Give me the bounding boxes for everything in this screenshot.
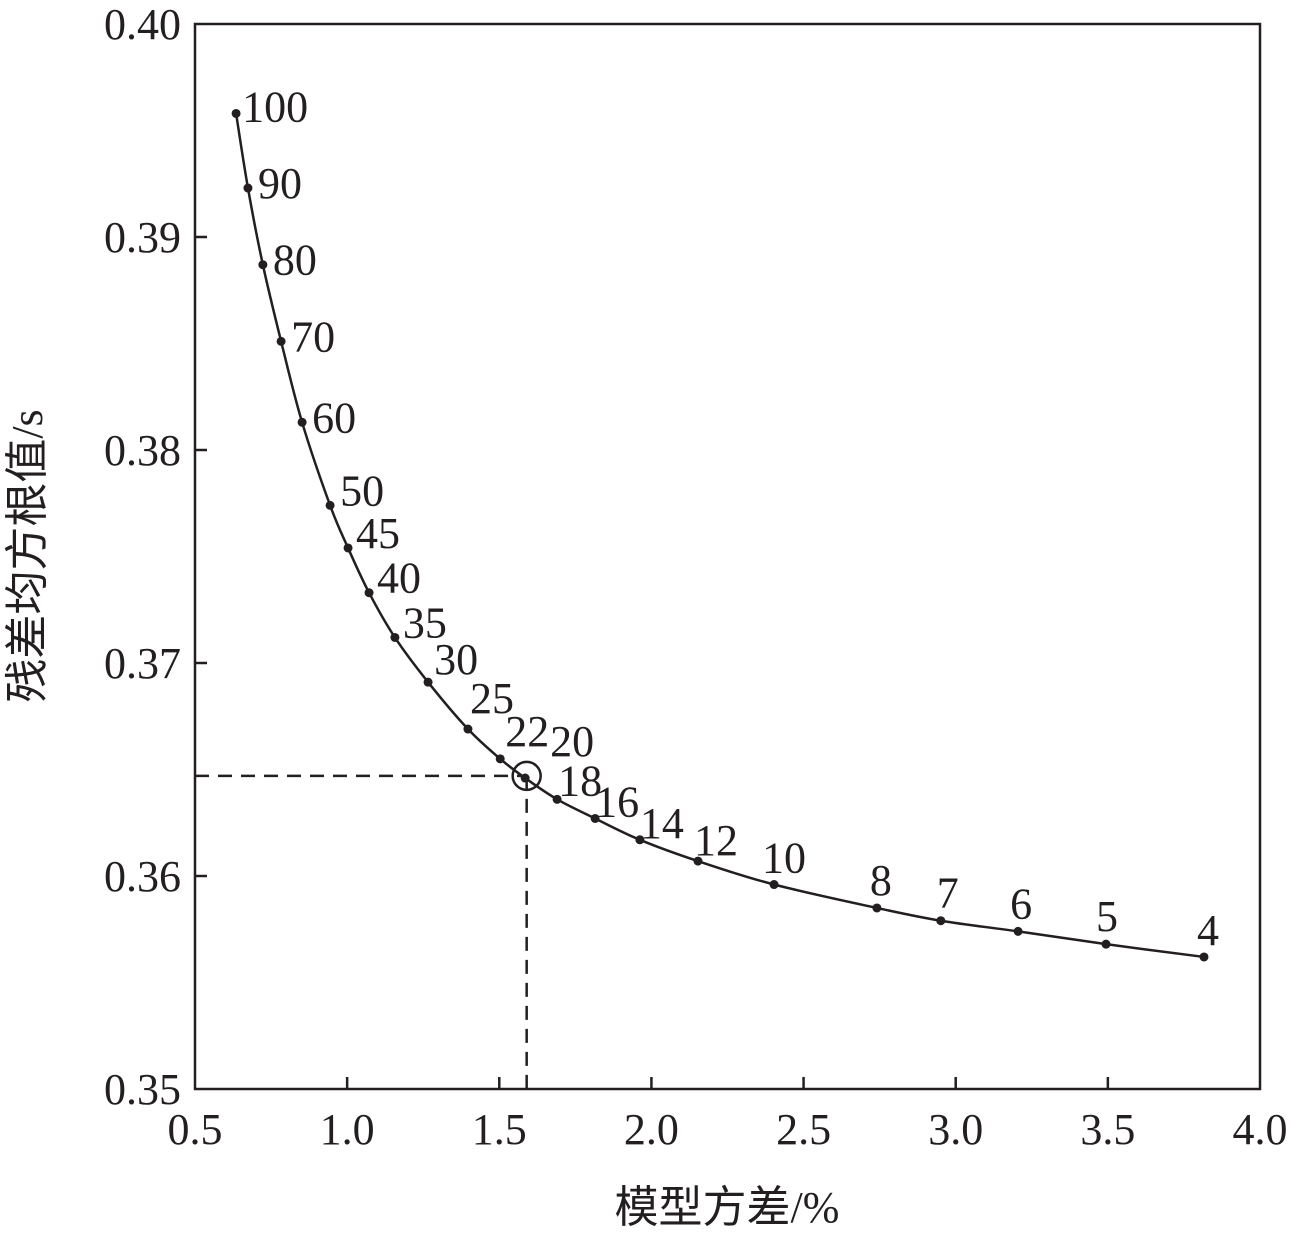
data-point <box>1013 926 1023 936</box>
data-point <box>364 588 374 598</box>
data-point <box>390 632 400 642</box>
x-axis-label: 模型方差/% <box>615 1183 840 1232</box>
point-label: 20 <box>550 717 594 766</box>
plot-frame <box>193 22 1262 1091</box>
data-point <box>552 794 562 804</box>
point-label: 40 <box>377 554 421 603</box>
data-point <box>231 108 241 118</box>
x-tick-label: 3.5 <box>1080 1105 1135 1154</box>
x-tick-label: 4.0 <box>1233 1105 1288 1154</box>
data-point <box>343 543 353 553</box>
point-label: 4 <box>1197 906 1219 955</box>
y-axis-label: 残差均方根值/s <box>3 409 52 702</box>
point-label: 6 <box>1010 879 1032 928</box>
x-tick-label: 1.5 <box>472 1105 527 1154</box>
x-tick-label: 0.5 <box>168 1105 223 1154</box>
y-tick-label: 0.39 <box>104 213 181 262</box>
data-point <box>520 773 530 783</box>
data-point <box>693 856 703 866</box>
data-point <box>1199 952 1209 962</box>
y-tick-label: 0.38 <box>104 426 181 475</box>
data-point <box>495 754 505 764</box>
point-label: 100 <box>242 82 308 131</box>
point-label: 22 <box>505 707 549 756</box>
point-label: 16 <box>595 777 639 826</box>
point-label: 80 <box>273 236 317 285</box>
x-tick-label: 1.0 <box>320 1105 375 1154</box>
data-point <box>325 500 335 510</box>
data-point <box>258 260 268 270</box>
data-point <box>423 677 433 687</box>
point-label: 12 <box>694 816 738 865</box>
point-label: 8 <box>870 856 892 905</box>
data-point <box>936 916 946 926</box>
point-label: 25 <box>470 674 514 723</box>
point-label: 60 <box>312 393 356 442</box>
data-point <box>297 417 307 427</box>
x-tick-label: 3.0 <box>928 1105 983 1154</box>
data-point <box>872 903 882 913</box>
point-label: 45 <box>356 509 400 558</box>
data-point <box>1101 939 1111 949</box>
y-tick-label: 0.35 <box>104 1065 181 1114</box>
point-label: 50 <box>340 466 384 515</box>
x-tick-label: 2.0 <box>624 1105 679 1154</box>
point-label: 18 <box>558 756 602 805</box>
y-tick-label: 0.40 <box>104 0 181 49</box>
point-label: 30 <box>434 635 478 684</box>
point-label: 70 <box>291 312 335 361</box>
point-label: 90 <box>258 159 302 208</box>
y-tick-label: 0.36 <box>104 852 181 901</box>
data-point <box>243 183 253 193</box>
selected-point-circle <box>511 760 542 792</box>
data-point <box>276 336 286 346</box>
data-point <box>463 724 473 734</box>
data-point <box>635 835 645 845</box>
point-label: 14 <box>640 799 684 848</box>
point-label: 5 <box>1096 892 1118 941</box>
y-tick-label: 0.37 <box>104 639 181 688</box>
data-point <box>590 813 600 823</box>
point-label: 10 <box>762 834 806 883</box>
data-point <box>769 880 779 890</box>
point-label: 7 <box>937 869 959 918</box>
x-tick-label: 2.5 <box>776 1105 831 1154</box>
point-label: 35 <box>403 598 447 647</box>
